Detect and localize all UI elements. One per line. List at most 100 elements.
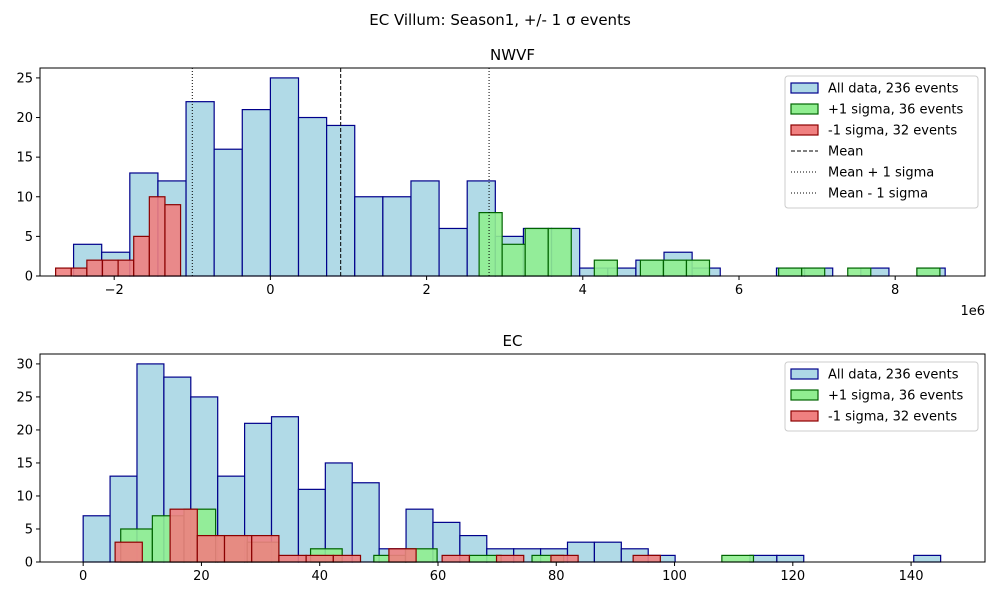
histogram-bar: [354, 196, 384, 277]
x-tick-label: 80: [548, 569, 565, 584]
legend-label: +1 sigma, 36 events: [828, 103, 964, 118]
y-tick-label: 10: [16, 489, 33, 504]
legend-box: [784, 75, 979, 209]
histogram-bar: [169, 508, 198, 563]
legend-label: All data, 236 events: [828, 82, 959, 97]
legend-label: -1 sigma, 32 events: [828, 124, 957, 139]
x-tick-label: 0: [79, 569, 87, 584]
x-tick-label: −2: [105, 283, 124, 298]
histogram-bar: [164, 204, 182, 277]
histogram-bar: [632, 554, 661, 563]
legend-label: All data, 236 events: [828, 368, 959, 383]
y-tick-label: 30: [16, 357, 33, 372]
y-tick-label: 20: [16, 111, 33, 126]
y-tick-label: 25: [16, 390, 33, 405]
histogram-bar: [913, 554, 942, 563]
histogram-bar: [441, 554, 470, 563]
series-1-sigma-32-events: [114, 508, 661, 563]
legend-label: +1 sigma, 36 events: [828, 389, 964, 404]
histogram-bar: [388, 548, 417, 563]
x-tick-label: 120: [780, 569, 805, 584]
histogram-bar: [305, 554, 334, 563]
histogram-bar: [847, 267, 872, 277]
y-tick-label: 25: [16, 71, 33, 86]
histogram-bar: [196, 534, 226, 563]
histogram-bar: [55, 267, 72, 277]
x-tick-label: 0: [266, 283, 274, 298]
histogram-bar: [524, 227, 549, 277]
x-tick-label: 60: [430, 569, 447, 584]
histogram-bar: [324, 462, 353, 563]
x-tick-label: 4: [579, 283, 587, 298]
legend-label: -1 sigma, 32 events: [828, 410, 957, 425]
histogram-bar: [478, 212, 503, 277]
histogram-bar: [269, 77, 300, 277]
histogram-bar: [86, 259, 104, 277]
plot-frame: [39, 67, 986, 277]
histogram-bar: [133, 235, 150, 277]
legend-box: [784, 361, 979, 432]
x-tick-label: 20: [193, 569, 210, 584]
legend: All data, 236 events +1 sigma, 36 events -…: [784, 361, 979, 432]
x-tick-label: 100: [662, 569, 687, 584]
histogram-bar: [550, 554, 579, 563]
legend-label: Mean + 1 sigma: [828, 166, 934, 181]
y-tick-label: 15: [16, 151, 33, 166]
histogram-bar: [297, 116, 328, 277]
legend-label: Mean: [828, 145, 863, 160]
histogram-bar: [332, 554, 362, 563]
histogram-bar: [70, 267, 88, 277]
histogram-bar: [82, 515, 111, 563]
histogram-bar: [438, 227, 468, 277]
histogram-bar: [501, 243, 526, 277]
histogram-bar: [382, 196, 412, 277]
figure-title: EC Villum: Season1, +/- 1 σ events: [369, 11, 631, 29]
nwvf-panel: NWVF −2 0 2 4 6 8 0 5 10 15 20 25 1e6 All data, 236 ev…: [16, 46, 986, 319]
y-tick-label: 10: [16, 190, 33, 205]
histogram-bar: [251, 534, 280, 563]
histogram-bar: [223, 534, 253, 563]
histogram-bar: [593, 259, 618, 277]
legend-swatch: [790, 368, 819, 380]
histogram-bar: [685, 259, 711, 277]
histogram-bar: [213, 148, 243, 277]
histogram-bar: [101, 259, 119, 277]
ec-panel: EC 0 20 40 60 80 100 120 140 0 5 10 15 20 25 30 All data…: [16, 332, 986, 584]
histogram-bar: [547, 227, 572, 277]
x-tick-label: 8: [891, 283, 899, 298]
x-tick-label: 140: [899, 569, 924, 584]
histogram-bar: [639, 259, 665, 277]
histogram-bar: [114, 541, 143, 563]
legend-swatch: [790, 103, 819, 115]
histogram-bar: [778, 267, 803, 277]
histogram-bar: [241, 108, 271, 277]
y-tick-label: 0: [25, 556, 33, 571]
histogram-bar: [916, 267, 941, 277]
series-1-sigma-36-events: [478, 212, 941, 277]
legend-swatch: [790, 389, 819, 401]
legend-swatch: [790, 124, 819, 136]
histogram-bar: [410, 180, 440, 277]
histogram-bar: [117, 259, 135, 277]
x-offset-label: 1e6: [960, 304, 985, 319]
histogram-bar: [801, 267, 826, 277]
legend-swatch: [790, 82, 819, 94]
histogram-bar: [662, 259, 688, 277]
series-1-sigma-32-events: [55, 196, 182, 277]
histogram-bar: [593, 541, 622, 563]
histogram-bar: [185, 101, 215, 277]
histogram-bar: [351, 482, 380, 563]
panel-title: NWVF: [490, 46, 535, 64]
histogram-bar: [278, 554, 307, 563]
y-tick-label: 20: [16, 423, 33, 438]
plot-frame: [39, 353, 986, 563]
y-tick-label: 15: [16, 456, 33, 471]
x-tick-label: 6: [735, 283, 743, 298]
histogram-bar: [776, 554, 805, 563]
y-tick-label: 5: [25, 522, 33, 537]
histogram-bar: [148, 196, 166, 277]
x-tick-label: 40: [311, 569, 328, 584]
legend-label: Mean - 1 sigma: [828, 187, 928, 202]
legend-swatch: [790, 410, 819, 422]
